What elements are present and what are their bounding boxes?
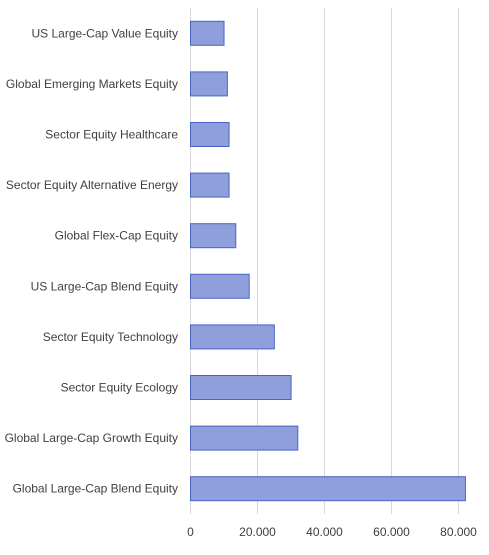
bars bbox=[190, 20, 466, 502]
bar bbox=[190, 172, 230, 198]
bar bbox=[190, 425, 299, 451]
x-tick-label: 0 bbox=[187, 525, 194, 539]
bar bbox=[190, 71, 228, 97]
bar bbox=[190, 476, 466, 502]
x-tick-label: 60.000 bbox=[373, 525, 410, 539]
bar bbox=[190, 273, 250, 299]
category-label: US Large-Cap Blend Equity bbox=[31, 279, 178, 293]
category-label: Global Large-Cap Growth Equity bbox=[5, 431, 178, 445]
x-tick-labels: 0 20.000 40.000 60.000 80.000 bbox=[187, 525, 477, 539]
category-label: US Large-Cap Value Equity bbox=[31, 26, 178, 40]
category-label: Sector Equity Ecology bbox=[61, 381, 178, 395]
x-tick-label: 40.000 bbox=[306, 525, 343, 539]
x-tick-label: 80.000 bbox=[440, 525, 477, 539]
category-label: Sector Equity Technology bbox=[43, 330, 178, 344]
x-tick-label: 20.000 bbox=[239, 525, 276, 539]
bar bbox=[190, 20, 225, 46]
bar bbox=[190, 223, 237, 249]
category-label: Sector Equity Healthcare bbox=[45, 128, 178, 142]
category-label: Global Emerging Markets Equity bbox=[6, 77, 178, 91]
category-label: Global Flex-Cap Equity bbox=[55, 229, 178, 243]
bar bbox=[190, 122, 230, 147]
bar bbox=[190, 375, 292, 400]
bar bbox=[190, 324, 275, 350]
category-label: Global Large-Cap Blend Equity bbox=[13, 482, 178, 496]
category-labels: US Large-Cap Value Equity Global Emerging… bbox=[5, 26, 179, 495]
category-label: Sector Equity Alternative Energy bbox=[6, 178, 178, 192]
